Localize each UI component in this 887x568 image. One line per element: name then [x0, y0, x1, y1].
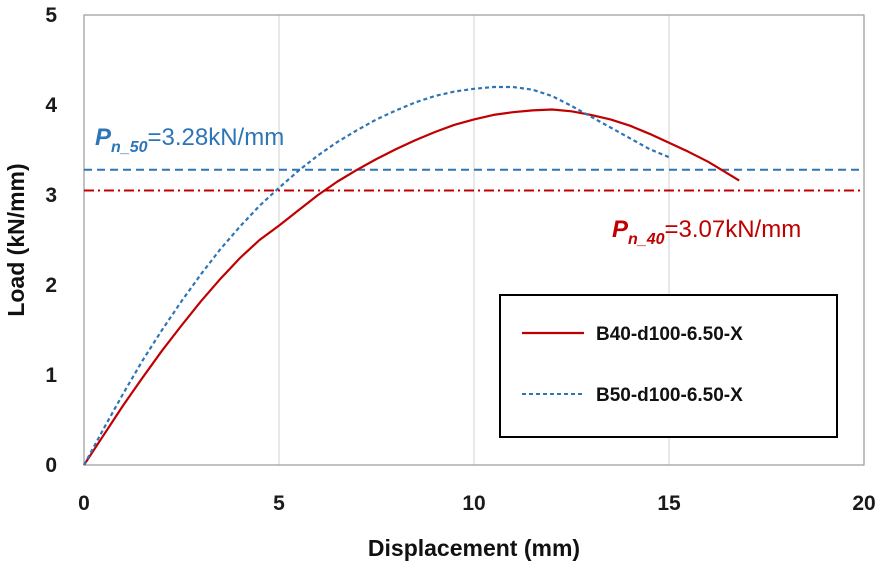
x-tick-label: 20 [852, 492, 875, 515]
x-axis-title: Displacement (mm) [368, 535, 580, 561]
y-tick-label: 0 [45, 454, 57, 477]
annotation-pn40-subscript: n_40 [628, 231, 665, 248]
series-layer [83, 85, 740, 466]
series-line-0 [83, 108, 740, 466]
y-tick-label: 2 [45, 274, 57, 297]
y-tick-label: 3 [45, 184, 57, 207]
annotation-pn50-value: =3.28kN/mm [147, 124, 284, 151]
annotation-pn40-symbol: P [612, 216, 629, 243]
legend: B40-d100-6.50-X B50-d100-6.50-X [499, 294, 838, 438]
annotation-pn50-symbol: P [95, 124, 112, 151]
x-tick-label: 5 [273, 492, 285, 515]
y-tick-label: 1 [45, 364, 57, 387]
plot-area-border [83, 14, 865, 466]
reference-lines [84, 168, 864, 192]
series-line-1 [83, 85, 670, 466]
y-tick-label: 5 [45, 4, 57, 27]
annotation-pn50-subscript: n_50 [111, 139, 148, 156]
x-tick-label: 15 [657, 492, 681, 515]
y-tick-labels: 0 1 2 3 4 5 [45, 4, 57, 477]
legend-label-b50: B50-d100-6.50-X [596, 385, 743, 406]
y-tick-label: 4 [45, 94, 57, 117]
x-tick-label: 10 [462, 492, 485, 515]
y-axis-title: Load (kN/mm) [3, 163, 29, 316]
x-tick-label: 0 [78, 492, 90, 515]
legend-box [499, 294, 838, 438]
annotation-pn40-value: =3.07kN/mm [664, 216, 801, 243]
legend-label-b40: B40-d100-6.50-X [596, 324, 743, 345]
annotation-pn50: Pn_50=3.28kN/mm [95, 124, 284, 156]
x-tick-labels: 0 5 10 15 20 [78, 492, 876, 515]
annotation-pn40: Pn_40=3.07kN/mm [612, 216, 801, 248]
